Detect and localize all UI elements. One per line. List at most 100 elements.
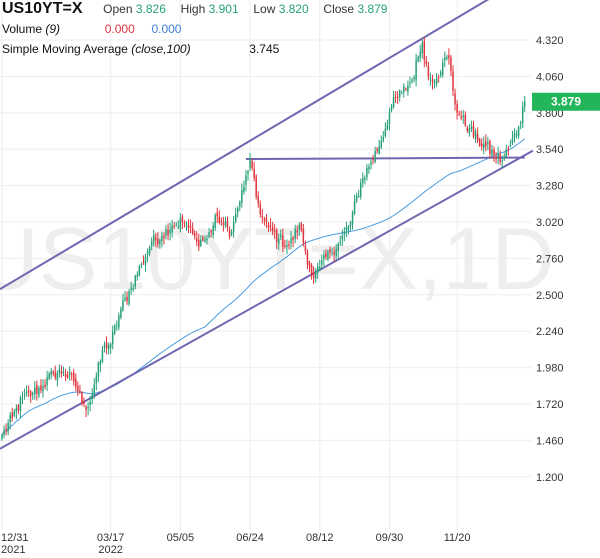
x-tick-label: 03/17 (97, 532, 125, 544)
candle-body (167, 229, 169, 236)
candle (329, 246, 331, 259)
y-tick-label: 1.460 (536, 435, 564, 447)
candle-body (339, 241, 341, 243)
candle (444, 51, 446, 67)
candle (501, 155, 503, 169)
candle-body (267, 224, 270, 228)
candle (288, 240, 290, 250)
candle-body (56, 373, 59, 381)
candle (321, 254, 323, 270)
candle (122, 293, 124, 312)
candle-body (495, 156, 497, 159)
candle (333, 246, 335, 262)
candle (173, 221, 175, 229)
candle (15, 404, 18, 420)
candle (232, 215, 235, 238)
trendline-horizontal-resistance[interactable] (245, 156, 525, 160)
candle-body (327, 251, 329, 260)
candle (54, 365, 57, 381)
candle (83, 397, 85, 408)
candle (292, 235, 294, 248)
candle (413, 75, 415, 83)
candle-body (161, 236, 163, 242)
candle (44, 379, 46, 390)
candle-body (310, 264, 313, 275)
candle (157, 232, 159, 248)
candle (396, 90, 399, 104)
candle-body (345, 227, 348, 231)
candle-body (415, 59, 417, 80)
candle (263, 216, 266, 226)
trendline-lower-channel[interactable] (0, 149, 534, 450)
candle-body (144, 256, 147, 266)
candle-body (353, 201, 356, 214)
candle (450, 54, 452, 77)
candle (237, 206, 239, 218)
candles (1, 37, 526, 441)
candle (150, 237, 153, 251)
candle (70, 371, 73, 381)
candle-body (284, 245, 286, 247)
candle (214, 213, 216, 232)
candle-body (155, 237, 157, 241)
candle-body (304, 245, 307, 251)
candle (132, 284, 134, 292)
trendline-upper-channel[interactable] (0, 0, 533, 291)
candle-body (398, 90, 401, 98)
candle (220, 217, 223, 226)
candle-body (50, 371, 52, 375)
candle-body (216, 212, 218, 217)
candle (103, 341, 106, 353)
candle (247, 169, 249, 181)
candle-body (472, 125, 475, 137)
candle-body (269, 224, 272, 226)
candle-body (237, 208, 239, 213)
candle-body (321, 260, 323, 265)
candle (468, 123, 471, 137)
candle-body (253, 168, 255, 178)
candle-body (173, 225, 175, 228)
candle (73, 368, 75, 386)
candle (380, 135, 382, 150)
candle-body (499, 154, 501, 162)
candle (495, 152, 497, 164)
candle-body (439, 72, 442, 76)
candle (378, 139, 380, 155)
candle (382, 130, 385, 143)
candle-body (466, 127, 469, 131)
candle (218, 210, 221, 225)
candle (388, 107, 391, 131)
candle (239, 200, 241, 212)
candle (185, 221, 188, 231)
candle-body (85, 406, 87, 410)
candle-body (126, 296, 128, 302)
candle-body (444, 57, 446, 60)
y-tick-label: 3.800 (536, 108, 564, 120)
candle (42, 379, 44, 398)
candle-body (138, 266, 141, 276)
candle (163, 232, 165, 245)
candle-body (116, 325, 118, 327)
candle (7, 419, 9, 436)
candle-body (433, 82, 436, 84)
candle (19, 395, 22, 418)
candle-body (388, 112, 391, 125)
candle (202, 235, 204, 242)
trendlines[interactable] (0, 0, 534, 450)
candle (193, 230, 196, 240)
candle (462, 110, 464, 124)
candle-body (134, 275, 136, 287)
candle-body (87, 406, 89, 409)
candle (491, 144, 493, 157)
candle (452, 65, 454, 97)
candle (251, 158, 253, 171)
candle-body (140, 264, 143, 265)
y-axis[interactable]: 4.320 4.060 3.800 3.540 3.280 3.020 2.760 2.500… (536, 35, 564, 484)
candle (23, 388, 26, 400)
candle (66, 371, 69, 379)
candle-body (25, 392, 28, 394)
candle-body (372, 159, 374, 161)
